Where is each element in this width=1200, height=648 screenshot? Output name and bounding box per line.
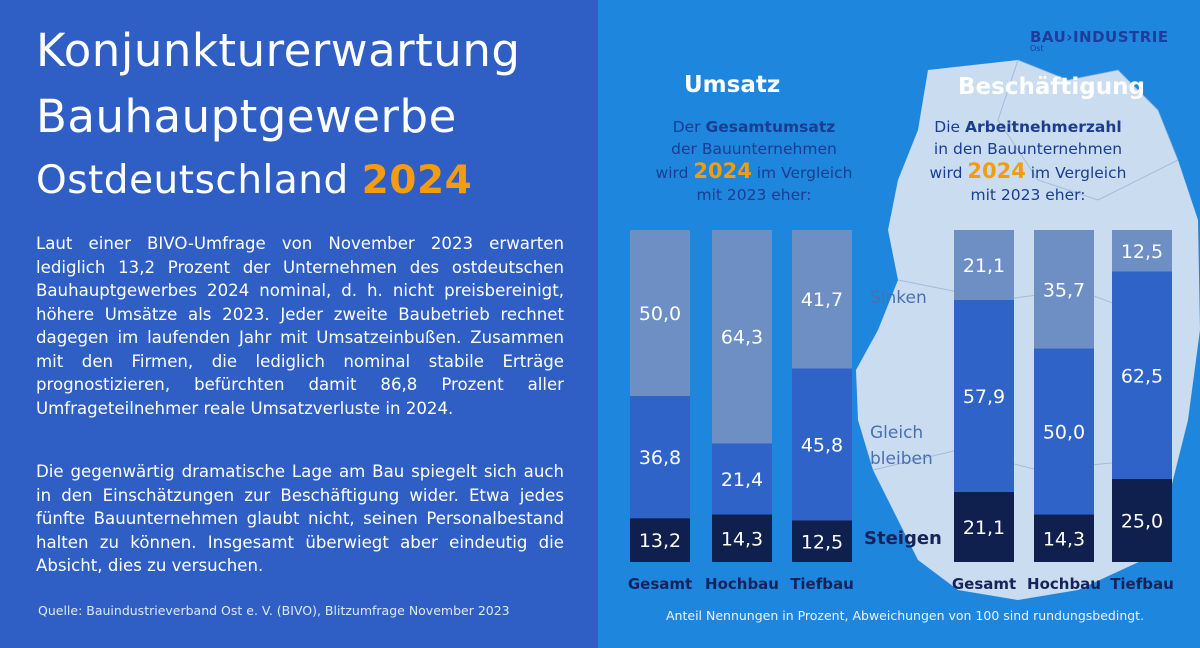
umsatz-desc-l1a: Der: [672, 118, 706, 136]
besch-bar-gesamt-sinken: [954, 230, 1014, 300]
umsatz-heading: Umsatz: [684, 72, 781, 98]
besch-bar-tiefbau-sinken: [1112, 230, 1172, 272]
umsatz-label-gesamt-steigen: 13,2: [639, 530, 681, 552]
umsatz-question: Der Gesamtumsatz der Bauunternehmen wird…: [624, 116, 884, 206]
umsatz-bar-hochbau-steigen: [712, 514, 772, 562]
umsatz-bar-hochbau-sinken: [712, 230, 772, 444]
besch-label-gesamt-steigen: 21,1: [963, 517, 1005, 539]
legend-gleich-line2: bleiben: [870, 449, 933, 469]
umsatz-label-gesamt-sinken: 50,0: [639, 303, 681, 325]
umsatz-bar-tiefbau-steigen: [792, 520, 852, 562]
besch-desc-l2: in den Bauunternehmen: [933, 140, 1123, 158]
legend-sinken: Sinken: [870, 288, 927, 308]
besch-label-tiefbau-sinken: 12,5: [1121, 241, 1163, 263]
umsatz-bar-gesamt-steigen: [630, 518, 690, 562]
besch-label-gesamt-sinken: 21,1: [963, 255, 1005, 277]
besch-bar-tiefbau-steigen: [1112, 479, 1172, 562]
umsatz-bar-tiefbau-sinken: [792, 230, 852, 369]
umsatz-label-tiefbau-steigen: 12,5: [801, 531, 843, 553]
besch-bar-gesamt-gleich: [954, 299, 1014, 493]
besch-label-tiefbau-gleich: 62,5: [1121, 365, 1163, 387]
umsatz-label-tiefbau-gleich: 45,8: [801, 434, 843, 456]
legend-gleich-line1: Gleich: [870, 423, 924, 443]
title-region: Ostdeutschland: [36, 158, 349, 203]
besch-label-hochbau-steigen: 14,3: [1043, 528, 1085, 550]
umsatz-category-hochbau: Hochbau: [705, 575, 779, 593]
umsatz-desc-l4: mit 2023 eher:: [696, 186, 812, 204]
umsatz-bar-gesamt-sinken: [630, 230, 690, 396]
umsatz-label-tiefbau-sinken: 41,7: [801, 289, 843, 311]
chart-panel: BAU›INDUSTRIE Ost Umsatz Beschäftigung D…: [598, 0, 1200, 648]
besch-category-gesamt: Gesamt: [952, 575, 1016, 593]
beschaeftigung-question: Die Arbeitnehmerzahl in den Bauunternehm…: [898, 116, 1158, 206]
umsatz-label-hochbau-sinken: 64,3: [721, 327, 763, 349]
title-line-1: Konjunkturerwartung: [36, 24, 521, 77]
besch-bar-gesamt-steigen: [954, 492, 1014, 562]
source-note: Quelle: Bauindustrieverband Ost e. V. (B…: [38, 603, 510, 618]
umsatz-bar-tiefbau-gleich: [792, 368, 852, 521]
legend-steigen: Steigen: [864, 528, 942, 549]
besch-label-gesamt-gleich: 57,9: [963, 386, 1005, 408]
umsatz-bar-gesamt-gleich: [630, 396, 690, 519]
umsatz-category-tiefbau: Tiefbau: [790, 575, 854, 593]
logo-subtitle: Ost: [1030, 44, 1044, 53]
legend-gleich-bleiben: Gleich bleiben: [870, 420, 950, 472]
besch-label-tiefbau-steigen: 25,0: [1121, 511, 1163, 533]
besch-desc-l3a: wird: [929, 164, 968, 182]
logo-industrie: INDUSTRIE: [1072, 28, 1169, 46]
besch-label-hochbau-sinken: 35,7: [1043, 279, 1085, 301]
umsatz-desc-l3a: wird: [655, 164, 694, 182]
umsatz-desc-year: 2024: [693, 159, 752, 183]
besch-label-hochbau-gleich: 50,0: [1043, 422, 1085, 444]
besch-bar-tiefbau-gleich: [1112, 271, 1172, 479]
umsatz-label-gesamt-gleich: 36,8: [639, 447, 681, 469]
besch-desc-year: 2024: [967, 159, 1026, 183]
besch-desc-l3b: im Vergleich: [1025, 164, 1127, 182]
umsatz-desc-l2: der Bauunternehmen: [671, 140, 837, 158]
umsatz-label-hochbau-gleich: 21,4: [721, 469, 763, 491]
besch-bar-hochbau-sinken: [1034, 230, 1094, 349]
paragraph-employment: Die gegenwärtig dramatische Lage am Bau …: [36, 462, 564, 575]
umsatz-label-hochbau-steigen: 14,3: [721, 528, 763, 550]
bauindustrie-logo: BAU›INDUSTRIE Ost: [1030, 28, 1169, 53]
logo-bau: BAU: [1030, 28, 1067, 46]
besch-desc-keyword: Arbeitnehmerzahl: [965, 118, 1122, 136]
umsatz-category-gesamt: Gesamt: [628, 575, 692, 593]
umsatz-bar-hochbau-gleich: [712, 443, 772, 515]
footnote: Anteil Nennungen in Prozent, Abweichunge…: [666, 608, 1145, 623]
besch-bar-hochbau-gleich: [1034, 348, 1094, 515]
title-year: 2024: [361, 158, 473, 203]
beschaeftigung-heading: Beschäftigung: [958, 74, 1145, 100]
title-line-2: Bauhauptgewerbe: [36, 90, 457, 143]
umsatz-desc-keyword: Gesamtumsatz: [705, 118, 836, 136]
logo-arrow: ›: [1066, 28, 1073, 46]
besch-category-hochbau: Hochbau: [1027, 575, 1101, 593]
besch-category-tiefbau: Tiefbau: [1110, 575, 1174, 593]
umsatz-desc-l3b: im Vergleich: [751, 164, 853, 182]
title-line-3: Ostdeutschland 2024: [36, 158, 472, 203]
paragraph-revenue: Laut einer BIVO-Umfrage von November 202…: [36, 234, 564, 418]
besch-bar-hochbau-steigen: [1034, 514, 1094, 562]
besch-desc-l1a: Die: [934, 118, 965, 136]
stacked-bar-charts: 13,2 36,8 50,0 Gesamt 14,3 21,4 64,3 Hochbau 12,…: [628, 230, 1174, 593]
text-panel: Konjunkturerwartung Bauhauptgewerbe Ostd…: [0, 0, 598, 648]
besch-desc-l4: mit 2023 eher:: [970, 186, 1086, 204]
